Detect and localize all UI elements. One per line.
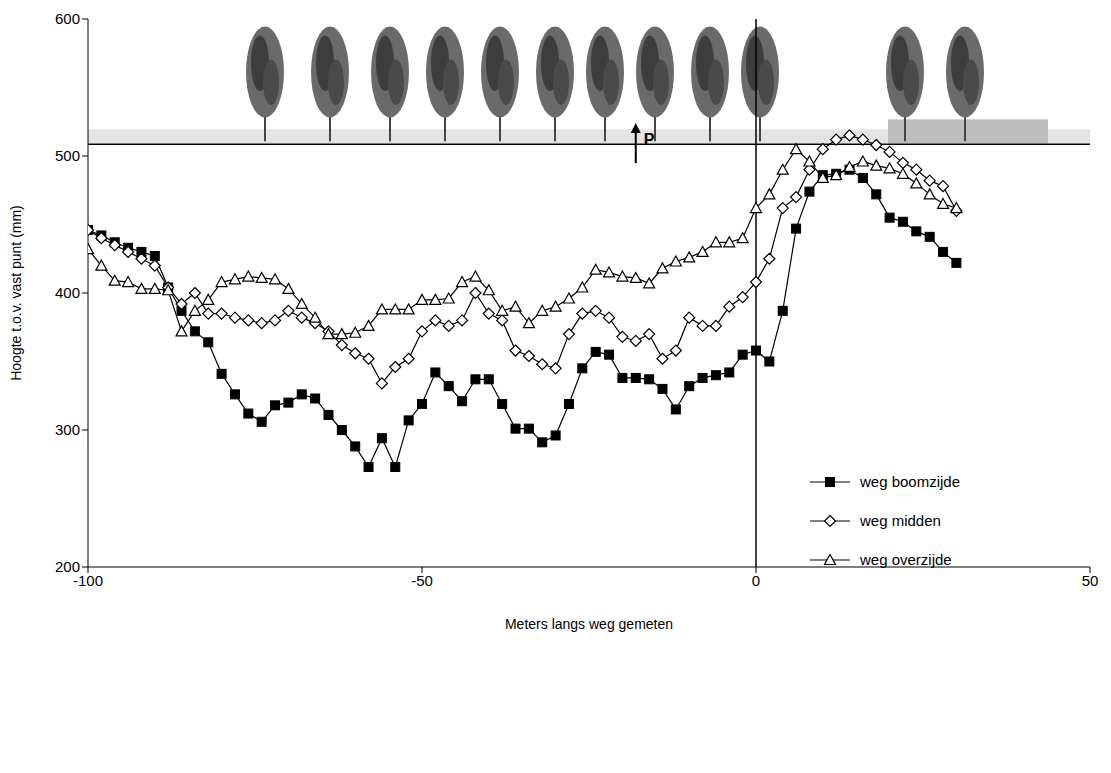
html-text:weg overzijde: weg overzijde xyxy=(860,551,952,568)
svg-text:600: 600 xyxy=(55,10,80,27)
html-text:weg boomzijde: weg boomzijde xyxy=(860,473,961,490)
svg-text:400: 400 xyxy=(55,284,80,301)
svg-text:200: 200 xyxy=(55,558,80,575)
svg-text:0: 0 xyxy=(752,572,760,589)
svg-text:Meters langs weg gemeten: Meters langs weg gemeten xyxy=(505,616,673,632)
svg-text:-50: -50 xyxy=(411,572,433,589)
svg-text:50: 50 xyxy=(1082,572,1099,589)
svg-text:500: 500 xyxy=(55,147,80,164)
svg-text:300: 300 xyxy=(55,421,80,438)
svg-text:Hoogte t.o.v. vast punt (mm): Hoogte t.o.v. vast punt (mm) xyxy=(8,205,24,381)
svg-text:P: P xyxy=(644,131,655,148)
html-text:weg midden: weg midden xyxy=(860,512,941,529)
svg-text:-100: -100 xyxy=(73,571,103,589)
